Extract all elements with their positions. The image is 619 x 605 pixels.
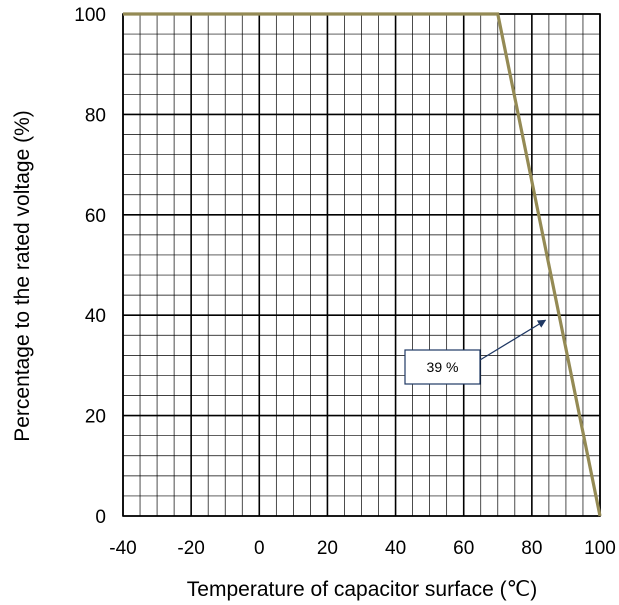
annotation-arrow [479, 319, 547, 361]
x-axis-title: Temperature of capacitor surface (℃) [187, 578, 537, 601]
x-tick-label: 100 [584, 538, 616, 559]
x-tick-label: 80 [521, 538, 542, 559]
x-tick-label: -40 [109, 538, 136, 559]
y-tick-label: 40 [85, 306, 106, 327]
x-tick-labels: -40 -20 0 20 40 60 80 100 [109, 538, 616, 559]
y-axis-title: Percentage to the rated voltage (%) [11, 110, 34, 442]
y-tick-labels: 0 20 40 60 80 100 [74, 5, 106, 528]
x-tick-label: 40 [385, 538, 406, 559]
y-tick-label: 20 [85, 407, 106, 428]
x-tick-label: 60 [453, 538, 474, 559]
x-tick-label: 20 [317, 538, 338, 559]
y-tick-label: 0 [95, 507, 106, 528]
series-layer [122, 12, 602, 517]
x-tick-label: 0 [254, 538, 265, 559]
y-tick-label: 60 [85, 206, 106, 227]
annotation-layer: 39 % [404, 319, 547, 385]
plot-grid [122, 13, 601, 517]
annotation-box [404, 349, 481, 385]
x-tick-label: -20 [177, 538, 204, 559]
annotation-label: 39 % [427, 359, 459, 375]
y-tick-label: 100 [74, 5, 106, 26]
y-tick-label: 80 [85, 105, 106, 126]
